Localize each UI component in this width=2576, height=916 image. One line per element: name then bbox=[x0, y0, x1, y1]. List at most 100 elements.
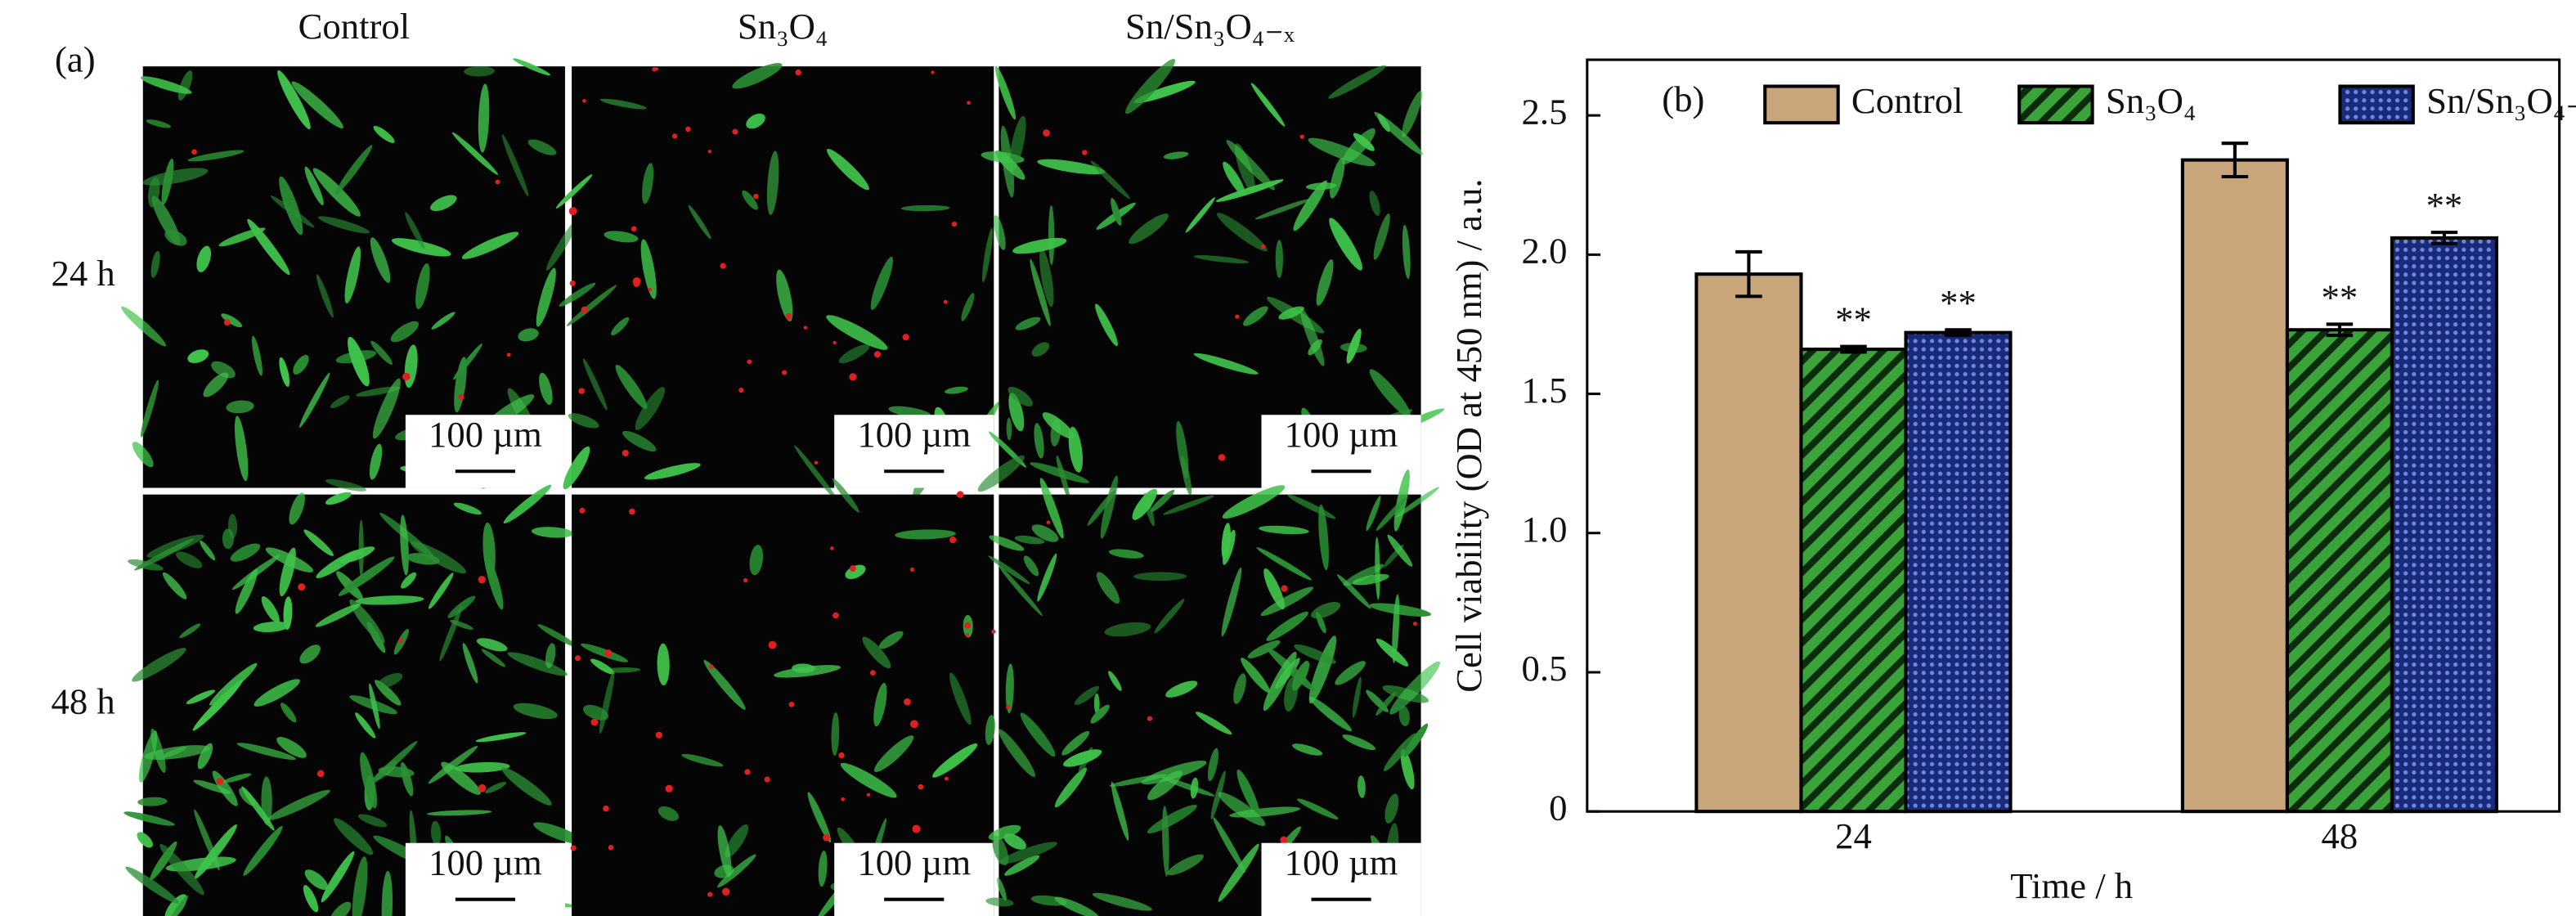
cell bbox=[1403, 723, 1429, 757]
cell bbox=[1357, 775, 1366, 798]
cell bbox=[230, 543, 261, 562]
scale-bar-bg bbox=[834, 842, 994, 916]
cell bbox=[792, 663, 815, 673]
cell bbox=[450, 619, 473, 630]
cell bbox=[330, 901, 352, 916]
dead-cell bbox=[608, 844, 614, 851]
cell bbox=[426, 810, 492, 816]
cell bbox=[1039, 248, 1054, 308]
cell bbox=[1373, 213, 1390, 260]
cell bbox=[1395, 487, 1439, 518]
significance: ** bbox=[1835, 299, 1872, 340]
cell bbox=[644, 463, 701, 480]
dead-cell bbox=[1235, 314, 1240, 319]
cell bbox=[316, 550, 361, 578]
cell bbox=[870, 256, 894, 310]
dead-cell bbox=[747, 359, 752, 365]
cell bbox=[1210, 770, 1226, 820]
cell bbox=[717, 854, 756, 888]
dead-cell bbox=[788, 702, 795, 707]
cell bbox=[338, 556, 395, 596]
cell bbox=[1309, 697, 1352, 732]
dead-cell bbox=[866, 793, 871, 797]
cell bbox=[1207, 748, 1218, 782]
cell bbox=[1093, 693, 1100, 715]
cell bbox=[1132, 488, 1157, 520]
cell bbox=[1030, 258, 1051, 326]
cell bbox=[599, 98, 647, 110]
dead-cell bbox=[838, 752, 845, 759]
cell bbox=[299, 644, 321, 664]
cell bbox=[218, 227, 266, 247]
scale-bar-bg bbox=[1261, 415, 1421, 488]
dead-cell bbox=[590, 718, 599, 726]
cell bbox=[945, 386, 968, 394]
cell bbox=[360, 752, 378, 809]
cell bbox=[555, 174, 593, 209]
cell bbox=[1260, 586, 1313, 617]
cell bbox=[536, 267, 556, 327]
cell bbox=[1223, 161, 1245, 196]
cell bbox=[1305, 182, 1337, 191]
cell bbox=[615, 365, 648, 409]
row-label: 24 h bbox=[52, 253, 115, 294]
cell bbox=[1216, 213, 1268, 252]
scale-bar-bg bbox=[1261, 842, 1421, 916]
cell bbox=[1037, 553, 1057, 602]
cell bbox=[203, 372, 229, 397]
cell bbox=[372, 378, 401, 439]
dead-cell bbox=[685, 126, 691, 132]
cell bbox=[401, 572, 417, 589]
dead-cell bbox=[1280, 836, 1288, 844]
cell bbox=[1004, 855, 1040, 876]
cell bbox=[439, 605, 462, 662]
dead-cell bbox=[316, 770, 325, 778]
cell bbox=[725, 824, 749, 858]
dead-cell bbox=[918, 784, 924, 790]
cell bbox=[1389, 661, 1440, 715]
cell bbox=[1308, 635, 1337, 704]
column-label: Sn₃O₄ bbox=[738, 6, 828, 47]
cell bbox=[501, 134, 529, 197]
cell bbox=[1165, 680, 1198, 698]
cell bbox=[1259, 525, 1309, 535]
cell bbox=[354, 595, 424, 605]
x-tick-label: 24 bbox=[1835, 815, 1872, 856]
cell bbox=[1154, 599, 1185, 634]
dead-cell bbox=[708, 664, 714, 670]
significance: ** bbox=[2426, 185, 2463, 226]
cell bbox=[357, 814, 388, 828]
cell bbox=[999, 842, 1057, 864]
cell bbox=[318, 216, 370, 234]
cell bbox=[137, 832, 153, 848]
cell bbox=[1068, 426, 1083, 473]
cell bbox=[1335, 661, 1366, 685]
cell bbox=[518, 328, 539, 342]
dead-cell bbox=[956, 491, 964, 498]
cell bbox=[349, 599, 385, 644]
scale-bar-label: 100 µm bbox=[429, 842, 542, 882]
cell bbox=[453, 502, 482, 515]
cell bbox=[1292, 743, 1323, 756]
cell bbox=[985, 714, 995, 745]
dead-cell bbox=[902, 334, 909, 341]
cell bbox=[1402, 90, 1423, 137]
dead-cell bbox=[904, 698, 911, 706]
cell bbox=[1336, 574, 1371, 609]
y-tick-label: 2.5 bbox=[1522, 91, 1568, 132]
cell bbox=[236, 743, 296, 761]
dead-cell bbox=[849, 565, 856, 572]
cell bbox=[1318, 504, 1329, 571]
cell bbox=[270, 195, 315, 228]
cell bbox=[192, 680, 243, 731]
dead-cell bbox=[1412, 622, 1417, 626]
cell bbox=[348, 336, 370, 387]
cell bbox=[1384, 793, 1399, 824]
cell bbox=[827, 148, 869, 191]
cell bbox=[1402, 224, 1411, 280]
cell bbox=[826, 315, 888, 350]
cell bbox=[1213, 817, 1245, 873]
cell bbox=[125, 866, 179, 905]
dead-cell bbox=[832, 340, 837, 345]
